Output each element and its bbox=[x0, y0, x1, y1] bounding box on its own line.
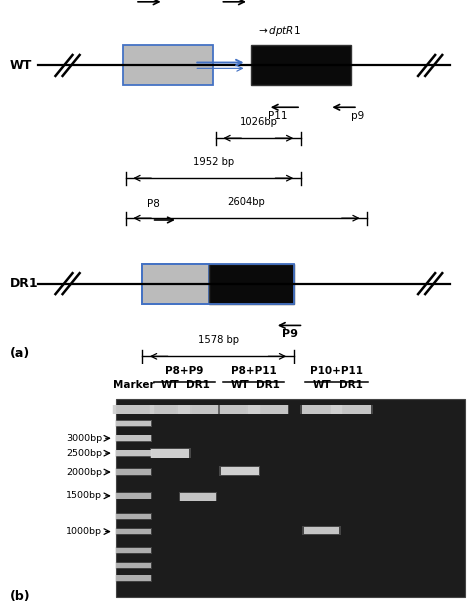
Bar bbox=[112, 405, 155, 415]
Bar bbox=[150, 405, 190, 413]
Text: 1500bp: 1500bp bbox=[66, 491, 102, 501]
Text: 1026bp: 1026bp bbox=[239, 117, 277, 127]
Text: $\rightarrow$$dptR1$: $\rightarrow$$dptR1$ bbox=[256, 24, 301, 38]
Bar bbox=[115, 513, 152, 521]
Text: P8: P8 bbox=[147, 199, 160, 209]
Bar bbox=[176, 405, 219, 415]
Text: 2604bp: 2604bp bbox=[228, 197, 265, 207]
Text: P9: P9 bbox=[282, 329, 298, 339]
Bar bbox=[117, 421, 151, 426]
Bar bbox=[115, 420, 152, 427]
Text: P10+P11: P10+P11 bbox=[310, 365, 363, 376]
Bar bbox=[117, 450, 151, 456]
Bar bbox=[115, 562, 152, 569]
Bar bbox=[113, 405, 154, 413]
Bar bbox=[117, 469, 151, 475]
Bar bbox=[115, 420, 152, 427]
Bar bbox=[115, 450, 152, 457]
Bar bbox=[219, 405, 260, 413]
Bar bbox=[150, 448, 191, 458]
Text: DR1: DR1 bbox=[186, 379, 210, 390]
Bar bbox=[116, 399, 465, 597]
Text: 1578 bp: 1578 bp bbox=[198, 335, 238, 345]
Text: 1952 bp: 1952 bp bbox=[193, 157, 234, 167]
Bar bbox=[115, 574, 152, 582]
Bar bbox=[246, 405, 289, 415]
Text: 1000bp: 1000bp bbox=[66, 527, 102, 536]
Bar bbox=[142, 264, 209, 304]
Bar bbox=[115, 492, 152, 499]
Text: (a): (a) bbox=[9, 347, 30, 360]
Bar bbox=[117, 576, 151, 581]
Text: DR1: DR1 bbox=[9, 277, 38, 290]
Bar bbox=[247, 405, 288, 413]
Bar bbox=[300, 405, 343, 415]
Bar bbox=[115, 547, 152, 554]
Text: WT: WT bbox=[312, 379, 331, 390]
Text: WT: WT bbox=[230, 379, 249, 390]
Bar bbox=[209, 264, 294, 304]
Text: P11: P11 bbox=[268, 111, 287, 121]
Text: p9: p9 bbox=[351, 111, 364, 121]
Bar bbox=[115, 468, 152, 476]
Bar bbox=[178, 405, 218, 413]
Bar bbox=[179, 492, 217, 501]
Bar bbox=[301, 405, 342, 413]
Text: P8+P11: P8+P11 bbox=[231, 365, 277, 376]
Bar bbox=[117, 548, 151, 553]
Bar bbox=[304, 527, 339, 534]
Text: WT: WT bbox=[161, 379, 180, 390]
Text: 3000bp: 3000bp bbox=[66, 434, 102, 443]
Bar bbox=[219, 466, 260, 476]
Bar bbox=[115, 528, 152, 535]
Bar bbox=[117, 421, 151, 426]
Text: (b): (b) bbox=[9, 590, 30, 604]
Bar bbox=[302, 526, 341, 535]
Bar bbox=[117, 493, 151, 499]
Bar bbox=[142, 264, 294, 304]
Text: DR1: DR1 bbox=[256, 379, 280, 390]
Text: Marker: Marker bbox=[113, 379, 155, 390]
Bar bbox=[117, 450, 151, 456]
Bar bbox=[117, 562, 151, 568]
Bar bbox=[251, 45, 351, 85]
Bar bbox=[330, 405, 373, 415]
Bar bbox=[117, 514, 151, 519]
Bar bbox=[115, 435, 152, 442]
Text: WT: WT bbox=[9, 59, 32, 72]
Text: 2500bp: 2500bp bbox=[66, 448, 102, 458]
Text: DR1: DR1 bbox=[339, 379, 363, 390]
Bar bbox=[148, 405, 191, 415]
Bar bbox=[151, 448, 189, 458]
Bar bbox=[218, 405, 261, 415]
Bar bbox=[117, 529, 151, 534]
Bar bbox=[117, 436, 151, 441]
Bar bbox=[117, 436, 151, 441]
Bar bbox=[123, 45, 213, 85]
Bar bbox=[180, 493, 216, 501]
Bar bbox=[115, 450, 152, 457]
Text: 2000bp: 2000bp bbox=[66, 467, 102, 476]
Bar bbox=[115, 435, 152, 442]
Text: P8+P9: P8+P9 bbox=[165, 365, 203, 376]
Bar bbox=[221, 467, 259, 476]
Bar bbox=[331, 405, 372, 413]
